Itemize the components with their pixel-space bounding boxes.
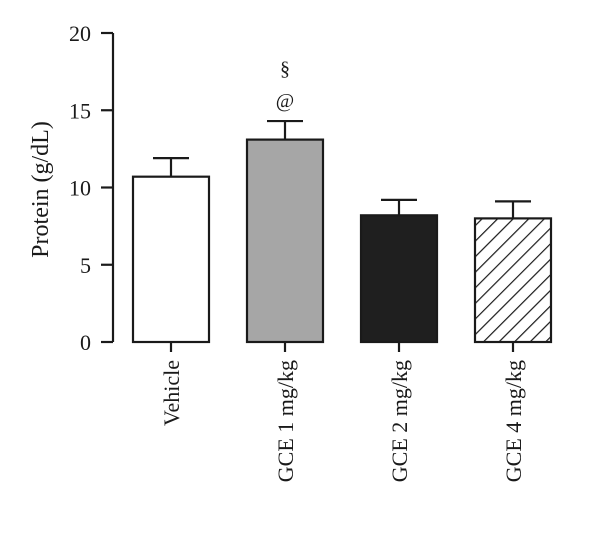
- x-category-label: GCE 2 mg/kg: [387, 360, 412, 482]
- y-tick-label: 20: [69, 21, 91, 46]
- significance-annotation: @: [276, 90, 294, 112]
- y-tick-label: 10: [69, 176, 91, 201]
- y-tick-label: 5: [80, 253, 91, 278]
- bar: [131, 175, 211, 344]
- y-tick-label: 0: [80, 330, 91, 355]
- y-tick-label: 15: [69, 98, 91, 123]
- x-category-label: GCE 1 mg/kg: [273, 360, 298, 482]
- significance-annotation: §: [280, 58, 290, 80]
- x-category-label: GCE 4 mg/kg: [501, 360, 526, 482]
- bar: [359, 214, 439, 344]
- bar: [245, 138, 325, 344]
- bar: [473, 217, 553, 344]
- y-axis-title: Protein (g/dL): [28, 121, 54, 258]
- x-category-label: Vehicle: [159, 360, 184, 426]
